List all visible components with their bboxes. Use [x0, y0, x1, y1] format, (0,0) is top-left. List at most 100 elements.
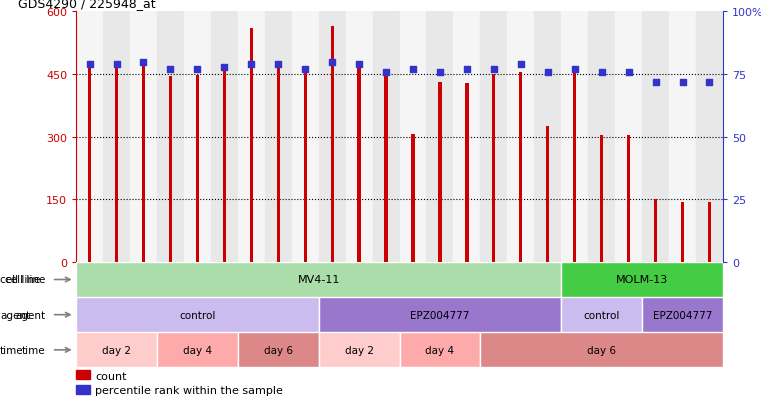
- Point: [568, 66, 581, 73]
- Bar: [103, 12, 130, 262]
- Text: day 4: day 4: [183, 345, 212, 355]
- Text: count: count: [95, 371, 126, 381]
- Point: [84, 62, 96, 68]
- Text: agent: agent: [15, 310, 46, 320]
- Bar: [291, 12, 319, 262]
- Point: [649, 79, 661, 85]
- Bar: [211, 12, 237, 262]
- Bar: [373, 12, 400, 262]
- Bar: [88, 66, 91, 262]
- Point: [110, 62, 123, 68]
- Bar: [480, 332, 723, 368]
- Point: [380, 69, 392, 76]
- Bar: [654, 200, 658, 262]
- Text: control: control: [179, 310, 215, 320]
- Point: [138, 59, 150, 66]
- Bar: [561, 297, 642, 332]
- Point: [353, 62, 365, 68]
- Bar: [426, 12, 454, 262]
- Bar: [412, 134, 415, 262]
- Bar: [561, 12, 588, 262]
- Bar: [669, 12, 696, 262]
- Point: [622, 69, 635, 76]
- Text: control: control: [584, 310, 620, 320]
- Bar: [115, 69, 118, 262]
- Bar: [76, 332, 157, 368]
- Bar: [237, 332, 319, 368]
- Text: agent: agent: [0, 310, 30, 320]
- Bar: [130, 12, 157, 262]
- Bar: [561, 262, 723, 297]
- Bar: [76, 12, 103, 262]
- Text: day 6: day 6: [264, 345, 293, 355]
- Text: MOLM-13: MOLM-13: [616, 275, 668, 285]
- Bar: [237, 12, 265, 262]
- Bar: [184, 12, 211, 262]
- Text: day 6: day 6: [587, 345, 616, 355]
- Bar: [492, 75, 495, 262]
- Point: [326, 59, 338, 66]
- Bar: [196, 76, 199, 262]
- Point: [272, 62, 285, 68]
- Bar: [345, 12, 373, 262]
- Point: [596, 69, 608, 76]
- Bar: [400, 332, 480, 368]
- Bar: [358, 66, 361, 262]
- Bar: [157, 12, 184, 262]
- Bar: [696, 12, 723, 262]
- Bar: [642, 12, 669, 262]
- Text: day 2: day 2: [102, 345, 131, 355]
- Bar: [76, 297, 319, 332]
- Bar: [319, 297, 561, 332]
- Text: cell line: cell line: [0, 275, 40, 285]
- Bar: [615, 12, 642, 262]
- Bar: [142, 62, 145, 262]
- Bar: [546, 127, 549, 262]
- Bar: [400, 12, 426, 262]
- Bar: [681, 203, 684, 262]
- Text: time: time: [0, 345, 24, 355]
- Text: percentile rank within the sample: percentile rank within the sample: [95, 385, 283, 395]
- Bar: [319, 332, 400, 368]
- Point: [677, 79, 689, 85]
- Point: [299, 66, 311, 73]
- Bar: [304, 73, 307, 262]
- Point: [488, 66, 500, 73]
- Text: EPZ004777: EPZ004777: [410, 310, 470, 320]
- Bar: [708, 203, 711, 262]
- Point: [461, 66, 473, 73]
- Text: day 4: day 4: [425, 345, 454, 355]
- Point: [164, 66, 177, 73]
- Text: cell line: cell line: [5, 275, 46, 285]
- Text: EPZ004777: EPZ004777: [653, 310, 712, 320]
- Point: [703, 79, 715, 85]
- Bar: [534, 12, 561, 262]
- Bar: [573, 73, 576, 262]
- Point: [245, 62, 257, 68]
- Point: [434, 69, 446, 76]
- Bar: [600, 135, 603, 262]
- Bar: [319, 12, 345, 262]
- Bar: [76, 370, 90, 379]
- Bar: [384, 75, 387, 262]
- Bar: [76, 385, 90, 394]
- Bar: [480, 12, 508, 262]
- Point: [514, 62, 527, 68]
- Point: [407, 66, 419, 73]
- Bar: [642, 297, 723, 332]
- Bar: [330, 27, 334, 262]
- Bar: [157, 332, 237, 368]
- Bar: [76, 262, 561, 297]
- Point: [218, 64, 231, 71]
- Bar: [454, 12, 480, 262]
- Bar: [277, 62, 280, 262]
- Bar: [465, 84, 469, 262]
- Bar: [588, 12, 615, 262]
- Text: MV4-11: MV4-11: [298, 275, 340, 285]
- Text: day 2: day 2: [345, 345, 374, 355]
- Text: time: time: [22, 345, 46, 355]
- Bar: [169, 77, 172, 262]
- Bar: [438, 83, 441, 262]
- Bar: [265, 12, 291, 262]
- Bar: [627, 135, 630, 262]
